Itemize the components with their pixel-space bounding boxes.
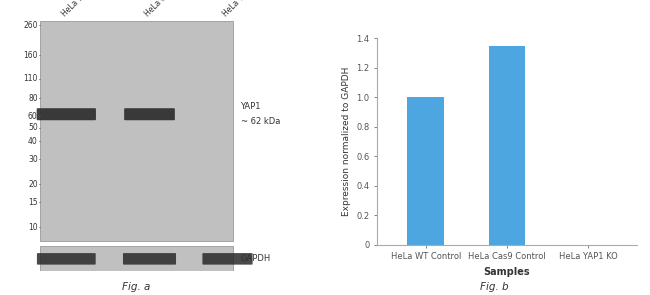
Bar (40, 246, 233, 271)
Text: HeLa Cas9 Control: HeLa Cas9 Control (143, 0, 200, 18)
FancyBboxPatch shape (36, 108, 96, 120)
FancyBboxPatch shape (123, 253, 176, 265)
Text: 110: 110 (23, 74, 38, 83)
Text: HeLa YAP1 KO: HeLa YAP1 KO (221, 0, 265, 18)
Text: 60: 60 (28, 112, 38, 121)
Text: ~ 62 kDa: ~ 62 kDa (240, 117, 280, 126)
FancyBboxPatch shape (37, 253, 96, 265)
Text: 30: 30 (28, 155, 38, 164)
Text: 10: 10 (28, 223, 38, 232)
Text: 160: 160 (23, 51, 38, 60)
FancyBboxPatch shape (124, 108, 175, 120)
Bar (489, 46, 525, 245)
Text: 20: 20 (28, 180, 38, 189)
FancyBboxPatch shape (202, 253, 253, 265)
X-axis label: Samples: Samples (484, 267, 530, 277)
Text: HeLa WT Control: HeLa WT Control (60, 0, 112, 18)
Text: 15: 15 (28, 198, 38, 207)
Text: 80: 80 (28, 94, 38, 103)
Text: YAP1: YAP1 (240, 102, 261, 111)
Y-axis label: Expression normalized to GAPDH: Expression normalized to GAPDH (341, 67, 350, 216)
Text: Fig. a: Fig. a (122, 282, 151, 292)
Text: Fig. b: Fig. b (480, 282, 508, 292)
Text: 50: 50 (28, 123, 38, 132)
Text: 40: 40 (28, 137, 38, 146)
Bar (40, 21, 233, 241)
Text: 260: 260 (23, 21, 38, 30)
Bar (408, 97, 444, 245)
Text: GAPDH: GAPDH (240, 254, 271, 263)
